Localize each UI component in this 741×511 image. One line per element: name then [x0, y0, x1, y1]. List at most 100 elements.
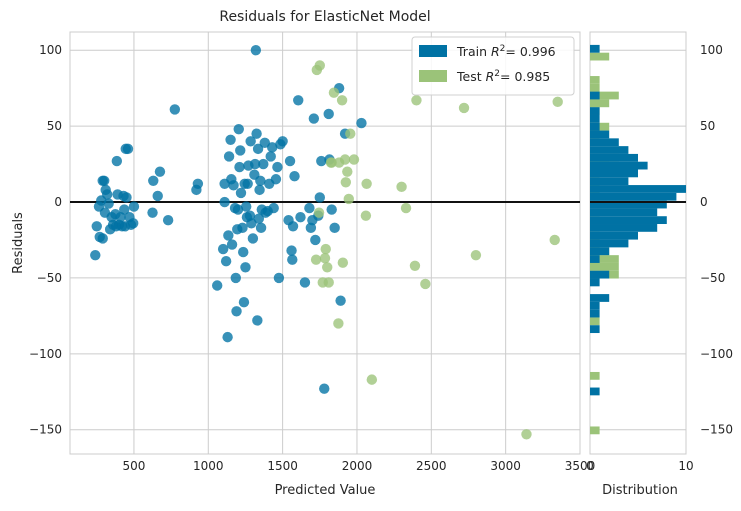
- hist-bar-train: [590, 301, 600, 310]
- train-point: [212, 280, 223, 291]
- x-tick-label: 500: [122, 459, 145, 473]
- hist-bar-test: [590, 426, 600, 435]
- train-point: [223, 151, 235, 162]
- train-point: [267, 142, 278, 153]
- hist-bar-train: [590, 208, 658, 217]
- train-point: [258, 158, 269, 170]
- test-point: [328, 87, 340, 98]
- hist-bar-test: [590, 91, 619, 100]
- train-point: [228, 180, 239, 191]
- hist-y-tick-label: 100: [700, 43, 723, 57]
- hist-bar-train: [590, 247, 610, 256]
- train-point: [273, 272, 285, 284]
- test-point: [336, 95, 348, 106]
- y-tick-label: −50: [37, 271, 62, 285]
- train-point: [326, 204, 337, 215]
- train-point: [242, 178, 253, 189]
- test-point: [470, 249, 482, 261]
- train-point: [122, 143, 134, 155]
- test-point: [310, 254, 322, 265]
- train-point: [251, 128, 262, 139]
- y-tick-label: 50: [47, 119, 62, 133]
- train-point: [268, 202, 279, 214]
- train-point: [231, 306, 242, 317]
- train-point: [246, 218, 257, 229]
- train-point: [287, 254, 298, 265]
- test-point: [333, 318, 344, 329]
- train-point: [265, 151, 276, 162]
- test-point: [313, 207, 325, 218]
- train-point: [323, 108, 334, 120]
- test-point: [326, 157, 337, 168]
- train-point: [235, 187, 247, 199]
- test-point: [360, 210, 372, 221]
- y-tick-label: 100: [39, 43, 62, 57]
- hist-x-tick-label: 10: [678, 459, 693, 473]
- x-tick-label: 1500: [267, 459, 298, 473]
- train-point: [147, 207, 158, 218]
- test-point: [319, 252, 331, 264]
- train-point: [247, 233, 259, 244]
- train-point: [91, 221, 102, 232]
- hist-bar-train: [590, 91, 600, 100]
- train-point: [127, 218, 139, 229]
- hist-bar-train: [590, 278, 600, 287]
- legend-train-label: Train R2= 0.996: [456, 44, 556, 59]
- test-point: [322, 262, 333, 273]
- hist-bar-test: [590, 99, 610, 108]
- test-point: [396, 181, 407, 193]
- train-point: [238, 246, 249, 258]
- legend-test-swatch: [419, 70, 447, 82]
- hist-bar-train: [590, 177, 629, 186]
- train-point: [272, 161, 283, 173]
- hist-y-tick-label: 50: [700, 119, 715, 133]
- test-point: [549, 234, 560, 246]
- train-point: [259, 137, 270, 149]
- train-point: [316, 155, 327, 167]
- test-point: [348, 154, 360, 165]
- train-point: [255, 222, 267, 234]
- legend-test-label: Test R2= 0.985: [456, 69, 550, 84]
- distribution-panel: 0 10 100 50 0 −50 −100 −150: [586, 31, 733, 473]
- hist-bar-train: [590, 146, 629, 154]
- train-point: [335, 295, 346, 306]
- train-point: [192, 178, 204, 189]
- hist-x-tick-label: 0: [586, 459, 594, 473]
- x-tick-labels: 500 1000 1500 2000 2500 3000 3500: [122, 459, 595, 473]
- train-point: [319, 383, 330, 394]
- train-point: [128, 201, 140, 212]
- train-point: [237, 222, 248, 234]
- train-point: [220, 256, 232, 267]
- train-point: [119, 204, 130, 215]
- train-point: [289, 171, 300, 182]
- train-point: [238, 297, 250, 308]
- hist-bar-train: [590, 224, 658, 232]
- train-point: [308, 113, 320, 124]
- train-point: [245, 136, 256, 147]
- train-point: [252, 315, 263, 326]
- y-tick-label: −100: [29, 347, 62, 361]
- test-point: [340, 177, 352, 188]
- hist-bars: [590, 44, 686, 435]
- train-point: [98, 175, 110, 186]
- hist-bar-train: [590, 270, 610, 279]
- test-point: [458, 102, 470, 114]
- train-point: [101, 189, 113, 200]
- train-point: [240, 201, 252, 212]
- test-points: [310, 60, 563, 440]
- train-point: [154, 166, 166, 177]
- hist-bar-train: [590, 153, 638, 162]
- test-point: [400, 202, 412, 214]
- test-point: [320, 243, 331, 255]
- hist-bar-train: [590, 387, 600, 396]
- legend: Train R2= 0.996 Test R2= 0.985: [411, 36, 575, 96]
- train-point: [287, 221, 299, 232]
- hist-bar-test: [590, 83, 600, 92]
- train-point: [148, 175, 159, 186]
- train-point: [121, 192, 132, 203]
- hist-bar-train: [590, 122, 600, 131]
- train-point: [233, 123, 244, 135]
- train-point: [277, 136, 288, 147]
- x-tick-label: 2500: [416, 459, 447, 473]
